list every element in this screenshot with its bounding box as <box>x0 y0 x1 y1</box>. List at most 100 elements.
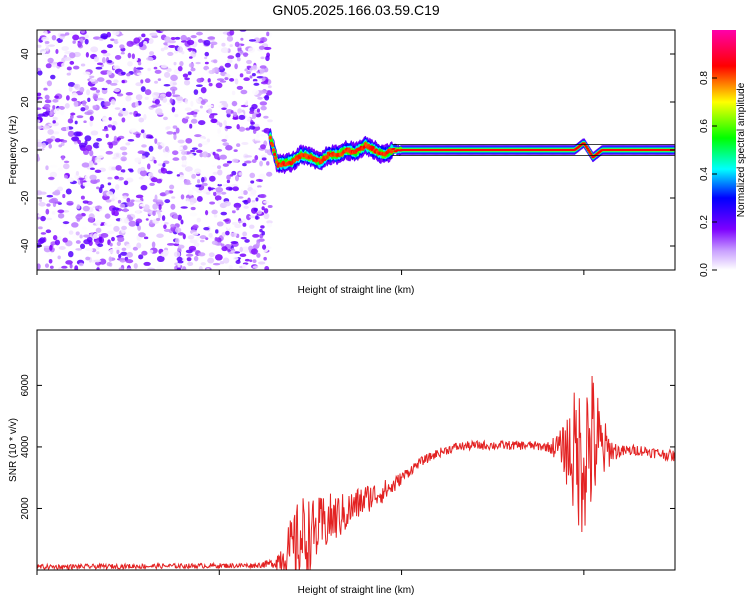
spectrogram-noise-cell <box>172 150 179 156</box>
spectrogram-noise-cell <box>209 114 215 119</box>
spectrogram-noise-cell <box>133 66 137 73</box>
spectrogram-noise-cell <box>176 174 180 177</box>
spectrogram-noise-cell <box>143 114 147 121</box>
spectrogram-noise-cell <box>260 105 267 111</box>
spectrogram-noise-cell <box>125 91 133 96</box>
spectrogram-noise-cell <box>217 183 222 187</box>
spectrogram-noise-cell <box>263 115 269 119</box>
spectrogram-noise-cell <box>215 187 224 193</box>
spectrogram-noise-cell <box>250 202 258 208</box>
spectrogram-noise-cell <box>162 163 166 168</box>
spectrogram-noise-cell <box>230 232 238 238</box>
spectrogram-noise-cell <box>135 194 144 199</box>
spectrogram-noise-cell <box>114 55 122 60</box>
spectrogram-noise-cell <box>214 195 222 201</box>
spectrogram-noise-cell <box>45 208 50 215</box>
spectrogram-noise-cell <box>218 179 222 185</box>
spectrogram-noise-cell <box>247 184 253 188</box>
spectrogram-noise-cell <box>60 141 65 146</box>
spectrogram-noise-cell <box>221 246 228 252</box>
spectrogram-noise-cell <box>170 223 176 228</box>
spectrogram-noise-cell <box>180 219 184 225</box>
spectrogram-noise-cell <box>113 79 119 84</box>
spectrogram-noise-cell <box>242 231 248 237</box>
x-tick-label: 100 <box>576 0 593 3</box>
spectrogram-noise-cell <box>243 116 251 123</box>
spectrogram-noise-cell <box>44 41 50 44</box>
spectrogram-noise-cell <box>130 199 135 203</box>
spectrogram-noise-cell <box>89 75 95 79</box>
spectrogram-noise-cell <box>89 167 95 171</box>
spectrogram-noise-cell <box>231 90 236 96</box>
colorbar-ticks: 0.0 0.2 0.4 0.6 0.8 <box>699 71 717 277</box>
spectrogram-noise-cell <box>126 72 131 77</box>
spectrogram-noise-cell <box>266 161 270 166</box>
spectrogram-noise-cell <box>109 86 113 91</box>
spectrogram-noise-cell <box>61 63 65 68</box>
spectrogram-noise-cell <box>187 48 195 51</box>
spectrogram-noise-cell <box>152 210 156 216</box>
y-tick-label: -40 <box>20 238 31 253</box>
spectrogram-noise-cell <box>98 38 104 41</box>
spectrogram-noise-cell <box>164 221 169 225</box>
spectrogram-noise-cell <box>253 123 260 127</box>
spectrogram-noise-cell <box>73 84 79 89</box>
spectrogram-noise-cell <box>81 226 87 230</box>
spectrogram-noise-cell <box>49 164 58 168</box>
spectrogram-noise-cell <box>234 78 239 85</box>
spectrogram-noise-cell <box>220 191 227 195</box>
spectrogram-noise-cell <box>172 82 177 86</box>
spectrogram-noise-cell <box>176 256 183 262</box>
spectrogram-tone-cell <box>392 147 396 150</box>
spectrogram-noise-cell <box>256 133 260 139</box>
spectrogram-noise-cell <box>100 233 109 238</box>
spectrogram-noise-cell <box>159 192 167 197</box>
spectrogram-noise-cell <box>45 138 54 143</box>
spectrogram-noise-cell <box>163 116 168 121</box>
spectrogram-noise-cell <box>252 233 260 238</box>
spectrogram-noise-cell <box>135 67 144 70</box>
spectrogram-noise-cell <box>135 218 143 224</box>
spectrogram-noise-cell <box>196 196 203 202</box>
spectrogram-noise-cell <box>89 120 93 127</box>
spectrogram-noise-cell <box>100 49 108 54</box>
spectrogram-noise-cell <box>265 55 270 62</box>
spectrogram-noise-cell <box>144 96 149 100</box>
spectrogram-noise-cell <box>137 224 141 231</box>
spectrogram-noise-cell <box>219 65 224 70</box>
spectrogram-noise-cell <box>251 72 256 77</box>
spectrogram-noise-cell <box>67 130 75 137</box>
spectrogram-noise-cell <box>207 36 216 40</box>
spectrogram-noise-cell <box>37 190 43 196</box>
spectrogram-noise-cell <box>65 126 70 132</box>
spectrogram-noise-cell <box>98 236 103 243</box>
spectrogram-noise-cell <box>47 44 56 47</box>
spectrogram-noise-cell <box>260 134 266 137</box>
spectrogram-noise-cell <box>163 160 170 165</box>
spectrogram-noise-cell <box>120 71 126 76</box>
spectrogram-noise-cell <box>191 232 199 236</box>
spectrogram-noise-cell <box>42 125 50 130</box>
spectrogram-noise-cell <box>238 126 246 132</box>
spectrogram-noise-cell <box>64 56 72 61</box>
spectrogram-noise-cell <box>43 87 48 91</box>
spectrogram-noise-cell <box>255 241 260 248</box>
spectrogram-noise-cell <box>86 89 91 96</box>
spectrogram-noise-cell <box>50 74 56 80</box>
spectrogram-noise-cell <box>196 235 201 242</box>
spectrogram-noise-cell <box>257 187 262 193</box>
spectrogram-noise-cell <box>232 186 239 192</box>
spectrogram-noise-cell <box>163 46 169 50</box>
spectrogram-noise-cell <box>161 215 166 221</box>
spectrogram-noise-cell <box>206 267 210 270</box>
spectrogram-noise-cell <box>108 256 113 262</box>
spectrogram-noise-cell <box>149 219 154 225</box>
spectrogram-noise-cell <box>45 63 52 69</box>
spectrogram-noise-cell <box>239 253 247 257</box>
spectrogram-noise-cell <box>193 89 199 95</box>
spectrogram-noise-cell <box>37 98 45 104</box>
spectrogram-noise-cell <box>104 213 111 219</box>
spectrogram-noise-cell <box>201 176 205 183</box>
spectrogram-noise-cell <box>215 229 219 234</box>
